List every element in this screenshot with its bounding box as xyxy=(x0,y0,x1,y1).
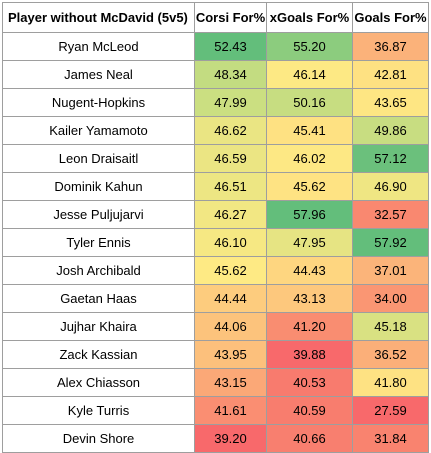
player-name-cell: Kailer Yamamoto xyxy=(2,116,195,145)
table-row: Alex Chiasson 43.15 40.53 41.80 xyxy=(2,368,429,397)
goals-cell: 57.92 xyxy=(352,228,429,257)
table-row: Kailer Yamamoto 46.62 45.41 49.86 xyxy=(2,116,429,145)
xgoals-cell: 46.14 xyxy=(266,60,353,89)
goals-cell: 43.65 xyxy=(352,88,429,117)
corsi-cell: 46.59 xyxy=(194,144,267,173)
table-body: Ryan McLeod 52.43 55.20 36.87 James Neal 48.3… xyxy=(2,32,429,453)
table-row: Ryan McLeod 52.43 55.20 36.87 xyxy=(2,32,429,61)
goals-cell: 37.01 xyxy=(352,256,429,285)
goals-cell: 45.18 xyxy=(352,312,429,341)
corsi-cell: 47.99 xyxy=(194,88,267,117)
table-row: Nugent-Hopkins 47.99 50.16 43.65 xyxy=(2,88,429,117)
header-corsi: Corsi For% xyxy=(194,2,267,33)
table-header: Player without McDavid (5v5) Corsi For% … xyxy=(2,2,429,33)
corsi-cell: 45.62 xyxy=(194,256,267,285)
corsi-cell: 44.06 xyxy=(194,312,267,341)
goals-cell: 36.52 xyxy=(352,340,429,369)
goals-cell: 41.80 xyxy=(352,368,429,397)
goals-cell: 27.59 xyxy=(352,396,429,425)
xgoals-cell: 45.41 xyxy=(266,116,353,145)
xgoals-cell: 43.13 xyxy=(266,284,353,313)
goals-cell: 32.57 xyxy=(352,200,429,229)
xgoals-cell: 46.02 xyxy=(266,144,353,173)
player-name-cell: Jesse Puljujarvi xyxy=(2,200,195,229)
player-name-cell: Tyler Ennis xyxy=(2,228,195,257)
corsi-cell: 39.20 xyxy=(194,424,267,453)
table-row: Zack Kassian 43.95 39.88 36.52 xyxy=(2,340,429,369)
goals-cell: 31.84 xyxy=(352,424,429,453)
corsi-cell: 43.15 xyxy=(194,368,267,397)
corsi-cell: 46.62 xyxy=(194,116,267,145)
xgoals-cell: 44.43 xyxy=(266,256,353,285)
header-player: Player without McDavid (5v5) xyxy=(2,2,195,33)
xgoals-cell: 40.59 xyxy=(266,396,353,425)
goals-cell: 36.87 xyxy=(352,32,429,61)
goals-cell: 46.90 xyxy=(352,172,429,201)
xgoals-cell: 57.96 xyxy=(266,200,353,229)
corsi-cell: 46.10 xyxy=(194,228,267,257)
corsi-cell: 41.61 xyxy=(194,396,267,425)
player-name-cell: Dominik Kahun xyxy=(2,172,195,201)
table-row: Jesse Puljujarvi 46.27 57.96 32.57 xyxy=(2,200,429,229)
player-name-cell: Jujhar Khaira xyxy=(2,312,195,341)
xgoals-cell: 40.53 xyxy=(266,368,353,397)
corsi-cell: 44.44 xyxy=(194,284,267,313)
corsi-cell: 43.95 xyxy=(194,340,267,369)
player-name-cell: Zack Kassian xyxy=(2,340,195,369)
table-row: Dominik Kahun 46.51 45.62 46.90 xyxy=(2,172,429,201)
table-row: Leon Draisaitl 46.59 46.02 57.12 xyxy=(2,144,429,173)
table-row: Devin Shore 39.20 40.66 31.84 xyxy=(2,424,429,453)
xgoals-cell: 40.66 xyxy=(266,424,353,453)
corsi-cell: 52.43 xyxy=(194,32,267,61)
goals-cell: 57.12 xyxy=(352,144,429,173)
corsi-cell: 48.34 xyxy=(194,60,267,89)
player-name-cell: Ryan McLeod xyxy=(2,32,195,61)
goals-cell: 34.00 xyxy=(352,284,429,313)
player-name-cell: Gaetan Haas xyxy=(2,284,195,313)
table-row: Tyler Ennis 46.10 47.95 57.92 xyxy=(2,228,429,257)
xgoals-cell: 41.20 xyxy=(266,312,353,341)
goals-cell: 49.86 xyxy=(352,116,429,145)
player-name-cell: Josh Archibald xyxy=(2,256,195,285)
header-row: Player without McDavid (5v5) Corsi For% … xyxy=(2,2,429,33)
table-row: Jujhar Khaira 44.06 41.20 45.18 xyxy=(2,312,429,341)
xgoals-cell: 39.88 xyxy=(266,340,353,369)
corsi-cell: 46.27 xyxy=(194,200,267,229)
xgoals-cell: 47.95 xyxy=(266,228,353,257)
xgoals-cell: 50.16 xyxy=(266,88,353,117)
player-name-cell: Nugent-Hopkins xyxy=(2,88,195,117)
header-xgoals: xGoals For% xyxy=(266,2,353,33)
table-row: Kyle Turris 41.61 40.59 27.59 xyxy=(2,396,429,425)
table-row: Gaetan Haas 44.44 43.13 34.00 xyxy=(2,284,429,313)
table-row: James Neal 48.34 46.14 42.81 xyxy=(2,60,429,89)
header-goals: Goals For% xyxy=(352,2,429,33)
player-name-cell: Alex Chiasson xyxy=(2,368,195,397)
player-name-cell: James Neal xyxy=(2,60,195,89)
table-row: Josh Archibald 45.62 44.43 37.01 xyxy=(2,256,429,285)
player-name-cell: Kyle Turris xyxy=(2,396,195,425)
player-name-cell: Leon Draisaitl xyxy=(2,144,195,173)
xgoals-cell: 55.20 xyxy=(266,32,353,61)
goals-cell: 42.81 xyxy=(352,60,429,89)
player-name-cell: Devin Shore xyxy=(2,424,195,453)
xgoals-cell: 45.62 xyxy=(266,172,353,201)
corsi-cell: 46.51 xyxy=(194,172,267,201)
